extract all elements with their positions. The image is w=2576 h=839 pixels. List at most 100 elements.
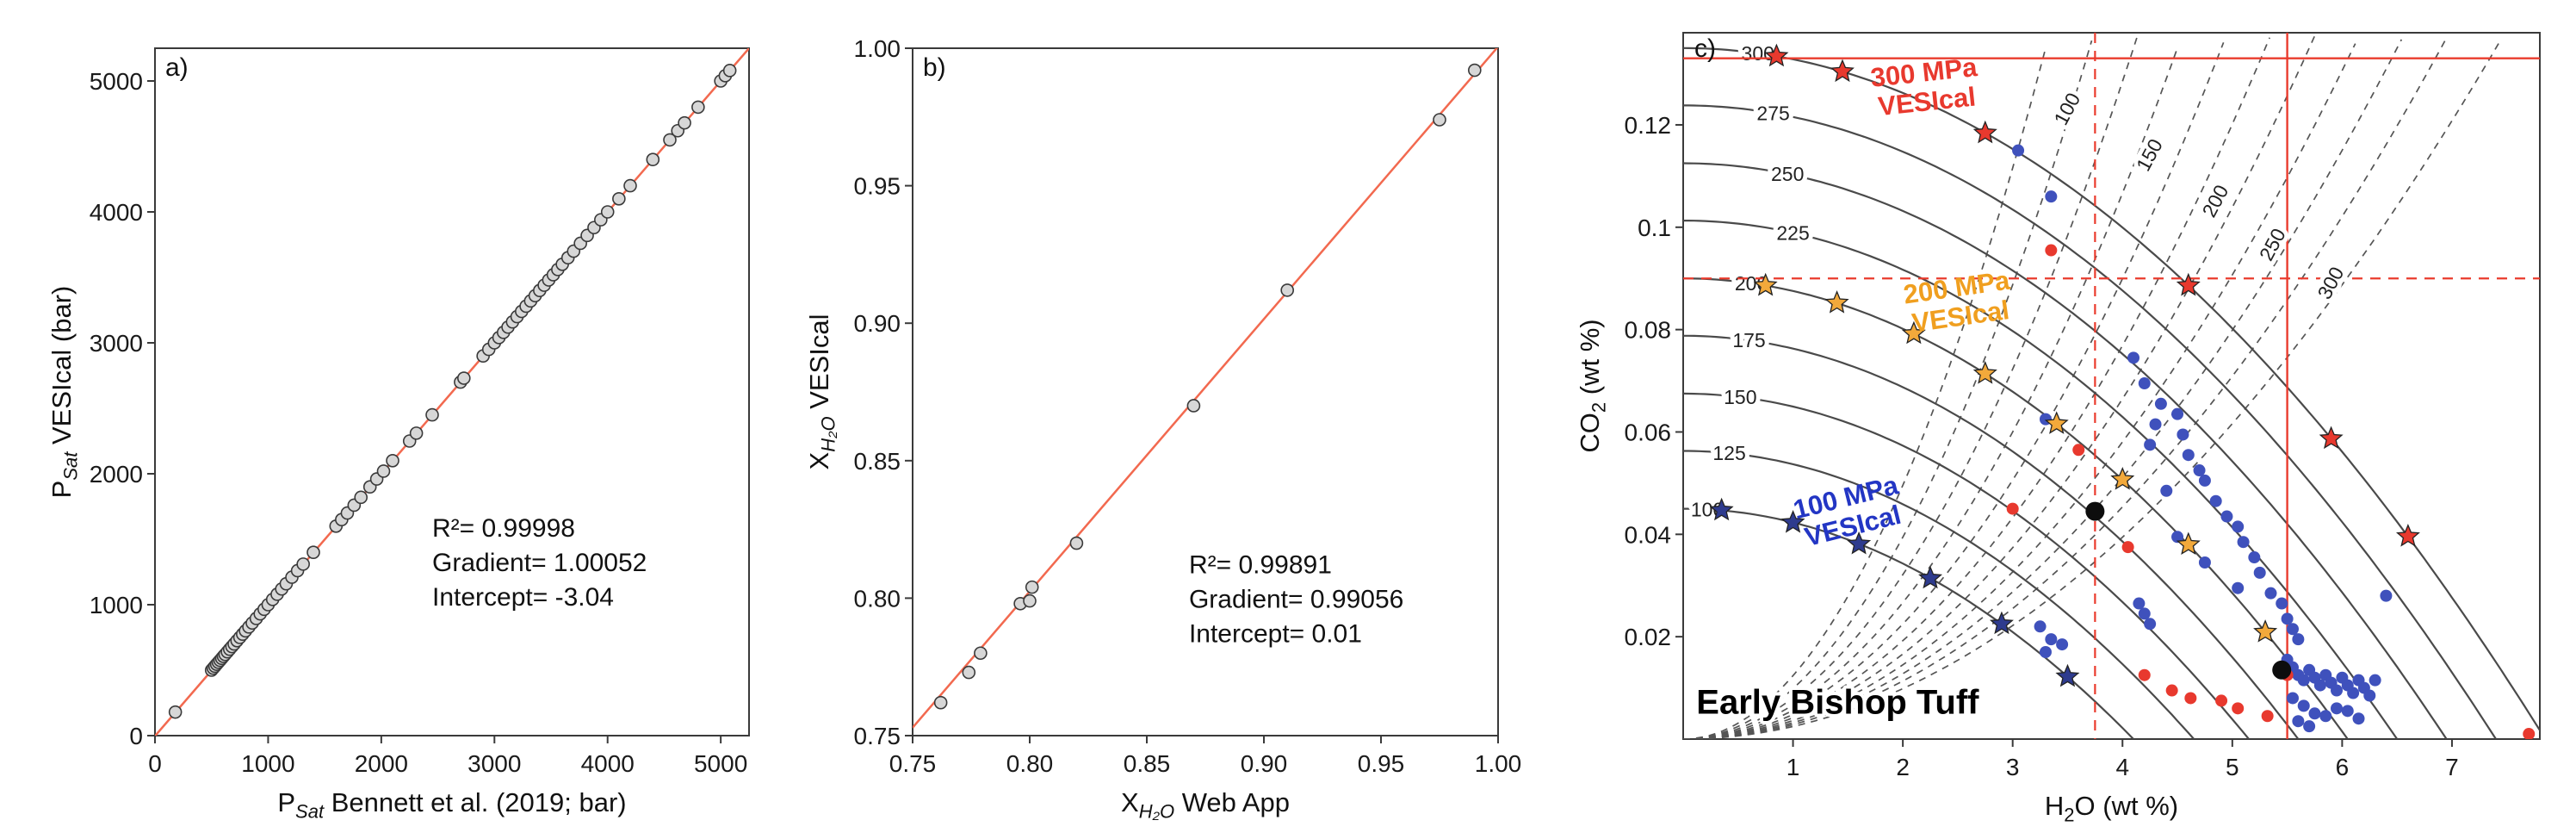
blue-data-point xyxy=(2138,607,2151,620)
star-200mpa-marker xyxy=(2176,531,2201,556)
data-point xyxy=(1069,536,1084,550)
blue-data-point xyxy=(2133,597,2146,610)
isobar-curve xyxy=(1683,47,2540,732)
isobar-label: 125 xyxy=(1712,442,1745,464)
isopleth-curve xyxy=(1683,40,2501,739)
x-tick-label: 0.85 xyxy=(1124,750,1171,777)
blue-data-point xyxy=(2248,551,2261,564)
panel-b-chart: 0.75 0.80 0.85 0.90 0.95 1.00 0.75 0.80 0.85 0.90… xyxy=(804,35,1522,822)
isopleth-curve xyxy=(1683,41,2225,739)
star-300mpa-marker xyxy=(1972,120,1997,144)
y-tick-label: 0.06 xyxy=(1625,419,1672,445)
blue-data-point xyxy=(2253,566,2266,579)
x-tick-label: 7 xyxy=(2445,754,2459,780)
isobar-label: 225 xyxy=(1776,221,1809,244)
y-axis-label: PSat VESIcal (bar) xyxy=(46,286,81,499)
blue-data-point xyxy=(2292,633,2305,646)
blue-data-point xyxy=(2380,589,2393,602)
blue-data-point xyxy=(2171,531,2184,544)
blue-data-point xyxy=(2209,494,2222,507)
isobar-label: 150 xyxy=(1724,386,1756,408)
star-300mpa-marker xyxy=(2176,272,2201,296)
isopleth-curve xyxy=(1683,39,2403,739)
x-tick-label: 2 xyxy=(1896,754,1910,780)
star-200mpa-marker xyxy=(2253,619,2278,643)
data-point xyxy=(623,178,637,193)
y-axis-label: CO2 (wt %) xyxy=(1575,319,1609,452)
isobar-curve xyxy=(1683,507,2134,739)
y-tick-label: 0.95 xyxy=(854,173,901,200)
star-100mpa-marker xyxy=(1780,510,1805,533)
star-200mpa-marker xyxy=(2044,411,2069,434)
red-data-point xyxy=(2138,668,2151,681)
star-200mpa-marker xyxy=(2110,467,2135,490)
star-200mpa-marker xyxy=(1824,289,1849,314)
data-point xyxy=(600,205,615,219)
blue-data-point xyxy=(2341,705,2354,718)
red-data-point xyxy=(2006,502,2019,515)
panel-b-label: b) xyxy=(923,53,946,82)
data-point xyxy=(1025,580,1039,594)
x-tick-label: 0.80 xyxy=(1006,750,1054,777)
panel-a-chart: 0 1000 2000 3000 4000 5000 0 1000 2000 3000 4000 50… xyxy=(46,47,750,822)
blue-data-point xyxy=(2198,556,2211,569)
blue-data-point xyxy=(2237,536,2250,549)
data-point xyxy=(168,705,183,719)
red-data-point xyxy=(2045,244,2058,257)
x-tick-label: 0.95 xyxy=(1358,750,1405,777)
blue-data-point xyxy=(2319,710,2332,723)
blue-data-point xyxy=(2347,687,2360,699)
x-tick-label: 1.00 xyxy=(1475,750,1522,777)
x-tick-label: 3000 xyxy=(468,750,521,777)
blue-data-point xyxy=(2369,674,2381,687)
y-tick-label: 3000 xyxy=(90,330,143,357)
star-100mpa-marker xyxy=(1847,531,1872,555)
blue-data-point xyxy=(2160,484,2173,497)
data-point xyxy=(1023,594,1037,608)
y-tick-label: 1000 xyxy=(90,592,143,618)
star-300mpa-marker xyxy=(2395,524,2420,547)
star-100mpa-marker xyxy=(1918,565,1943,589)
blue-data-point xyxy=(2331,702,2344,715)
panel-c: 1 2 3 4 5 6 7 0.02 0.04 0.06 0.08 0.1 0.12 H2O (wt %)… xyxy=(1550,7,2574,832)
data-point xyxy=(691,100,705,115)
stats-annotation: R²= 0.99998 xyxy=(432,514,575,543)
data-point xyxy=(646,152,660,166)
star-100mpa-marker xyxy=(2055,663,2080,687)
panel-b: 0.75 0.80 0.85 0.90 0.95 1.00 0.75 0.80 0.85 0.90… xyxy=(792,7,1533,832)
y-tick-label: 1.00 xyxy=(854,35,901,62)
data-point xyxy=(307,545,320,560)
isobar-curve xyxy=(1683,450,2195,739)
plot-area xyxy=(155,48,749,736)
blue-data-point xyxy=(2144,438,2157,451)
blue-data-point xyxy=(2286,692,2299,705)
star-100mpa-marker xyxy=(1709,497,1734,521)
stats-annotation: R²= 0.99891 xyxy=(1189,551,1332,580)
stats-annotation: Intercept= -3.04 xyxy=(432,583,614,612)
data-point xyxy=(612,192,626,206)
data-point xyxy=(663,133,677,147)
red-data-point xyxy=(2165,684,2178,697)
isopleth-label: 100 xyxy=(2049,89,2084,128)
isobar-label: 250 xyxy=(1771,163,1804,185)
blue-data-point xyxy=(2149,418,2162,431)
stats-annotation: Gradient= 1.00052 xyxy=(432,549,647,577)
data-point xyxy=(425,407,439,422)
blue-data-point xyxy=(2056,638,2069,651)
isopleth-curve xyxy=(1683,34,2139,739)
panel-a-label: a) xyxy=(165,53,189,82)
x-tick-label: 3 xyxy=(2006,754,2020,780)
blue-data-point xyxy=(2352,712,2365,725)
blue-data-point xyxy=(2331,684,2344,697)
y-tick-label: 4000 xyxy=(90,199,143,226)
blue-data-point xyxy=(2281,612,2294,625)
y-tick-label: 0.90 xyxy=(854,310,901,337)
blue-data-point xyxy=(2276,597,2288,610)
data-point xyxy=(409,426,424,440)
y-tick-label: 0.75 xyxy=(854,723,901,749)
x-axis-label: PSat Bennett et al. (2019; bar) xyxy=(277,787,626,822)
red-data-point xyxy=(2232,702,2245,715)
isopleth-label: 250 xyxy=(2255,225,2290,264)
plot-frame xyxy=(154,47,750,736)
plot-frame xyxy=(912,47,1499,736)
